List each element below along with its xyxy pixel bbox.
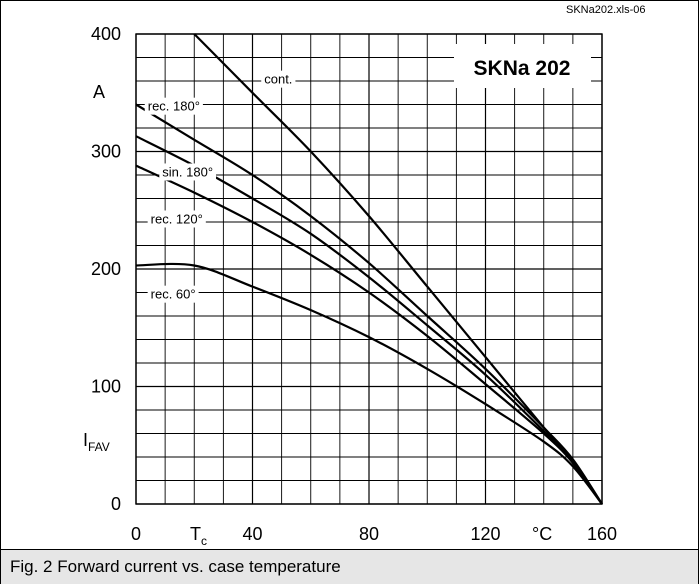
curve-label: cont.	[261, 70, 296, 88]
y-axis-unit: A	[93, 82, 105, 102]
series-line	[135, 164, 603, 505]
y-tick-label: 200	[91, 259, 121, 279]
x-tick-label: 40	[242, 524, 262, 544]
curve-label-text: rec. 180°	[148, 99, 200, 114]
curve-label-text: cont.	[264, 72, 292, 87]
curve-label-text: rec. 60°	[151, 287, 196, 302]
figure-caption: Fig. 2 Forward current vs. case temperat…	[10, 557, 341, 576]
y-axis-label: IFAV	[83, 430, 110, 454]
chart-title: SKNa 202	[474, 57, 571, 80]
x-axis-unit: °C	[532, 524, 552, 544]
x-tick-label: 120	[470, 524, 500, 544]
curve-label-text: sin. 180°	[162, 164, 213, 179]
y-tick-label: 100	[91, 377, 121, 397]
curve-labels: cont. rec. 180° sin. 180° rec. 120° rec. 60°	[144, 70, 296, 303]
plot-border	[135, 33, 603, 505]
curve-label: sin. 180°	[159, 163, 217, 181]
x-axis-label: Tc	[190, 524, 207, 548]
y-tick-label: 0	[111, 494, 121, 514]
x-tick-label: 160	[587, 524, 617, 544]
curve-label-text: rec. 120°	[151, 211, 203, 226]
curve-label: rec. 180°	[144, 97, 203, 115]
tick-labels: 0 100 200 300 400 0 40 80 120 160	[91, 24, 617, 544]
curve-label: rec. 120°	[147, 210, 206, 228]
curve-label: rec. 60°	[147, 285, 199, 303]
title-box: SKNa 202	[454, 44, 591, 88]
series-line	[135, 262, 603, 505]
curves	[135, 33, 603, 505]
series-line	[135, 135, 603, 505]
caption-bar: Fig. 2 Forward current vs. case temperat…	[1, 549, 698, 584]
y-tick-label: 400	[91, 24, 121, 44]
grid	[135, 33, 603, 505]
file-label: SKNa202.xls-06	[566, 4, 646, 16]
y-tick-label: 300	[91, 142, 121, 162]
x-tick-label: 0	[131, 524, 141, 544]
chart-svg: cont. rec. 180° sin. 180° rec. 120° rec. 60°…	[83, 24, 617, 548]
x-tick-label: 80	[359, 524, 379, 544]
series-line	[135, 103, 603, 505]
